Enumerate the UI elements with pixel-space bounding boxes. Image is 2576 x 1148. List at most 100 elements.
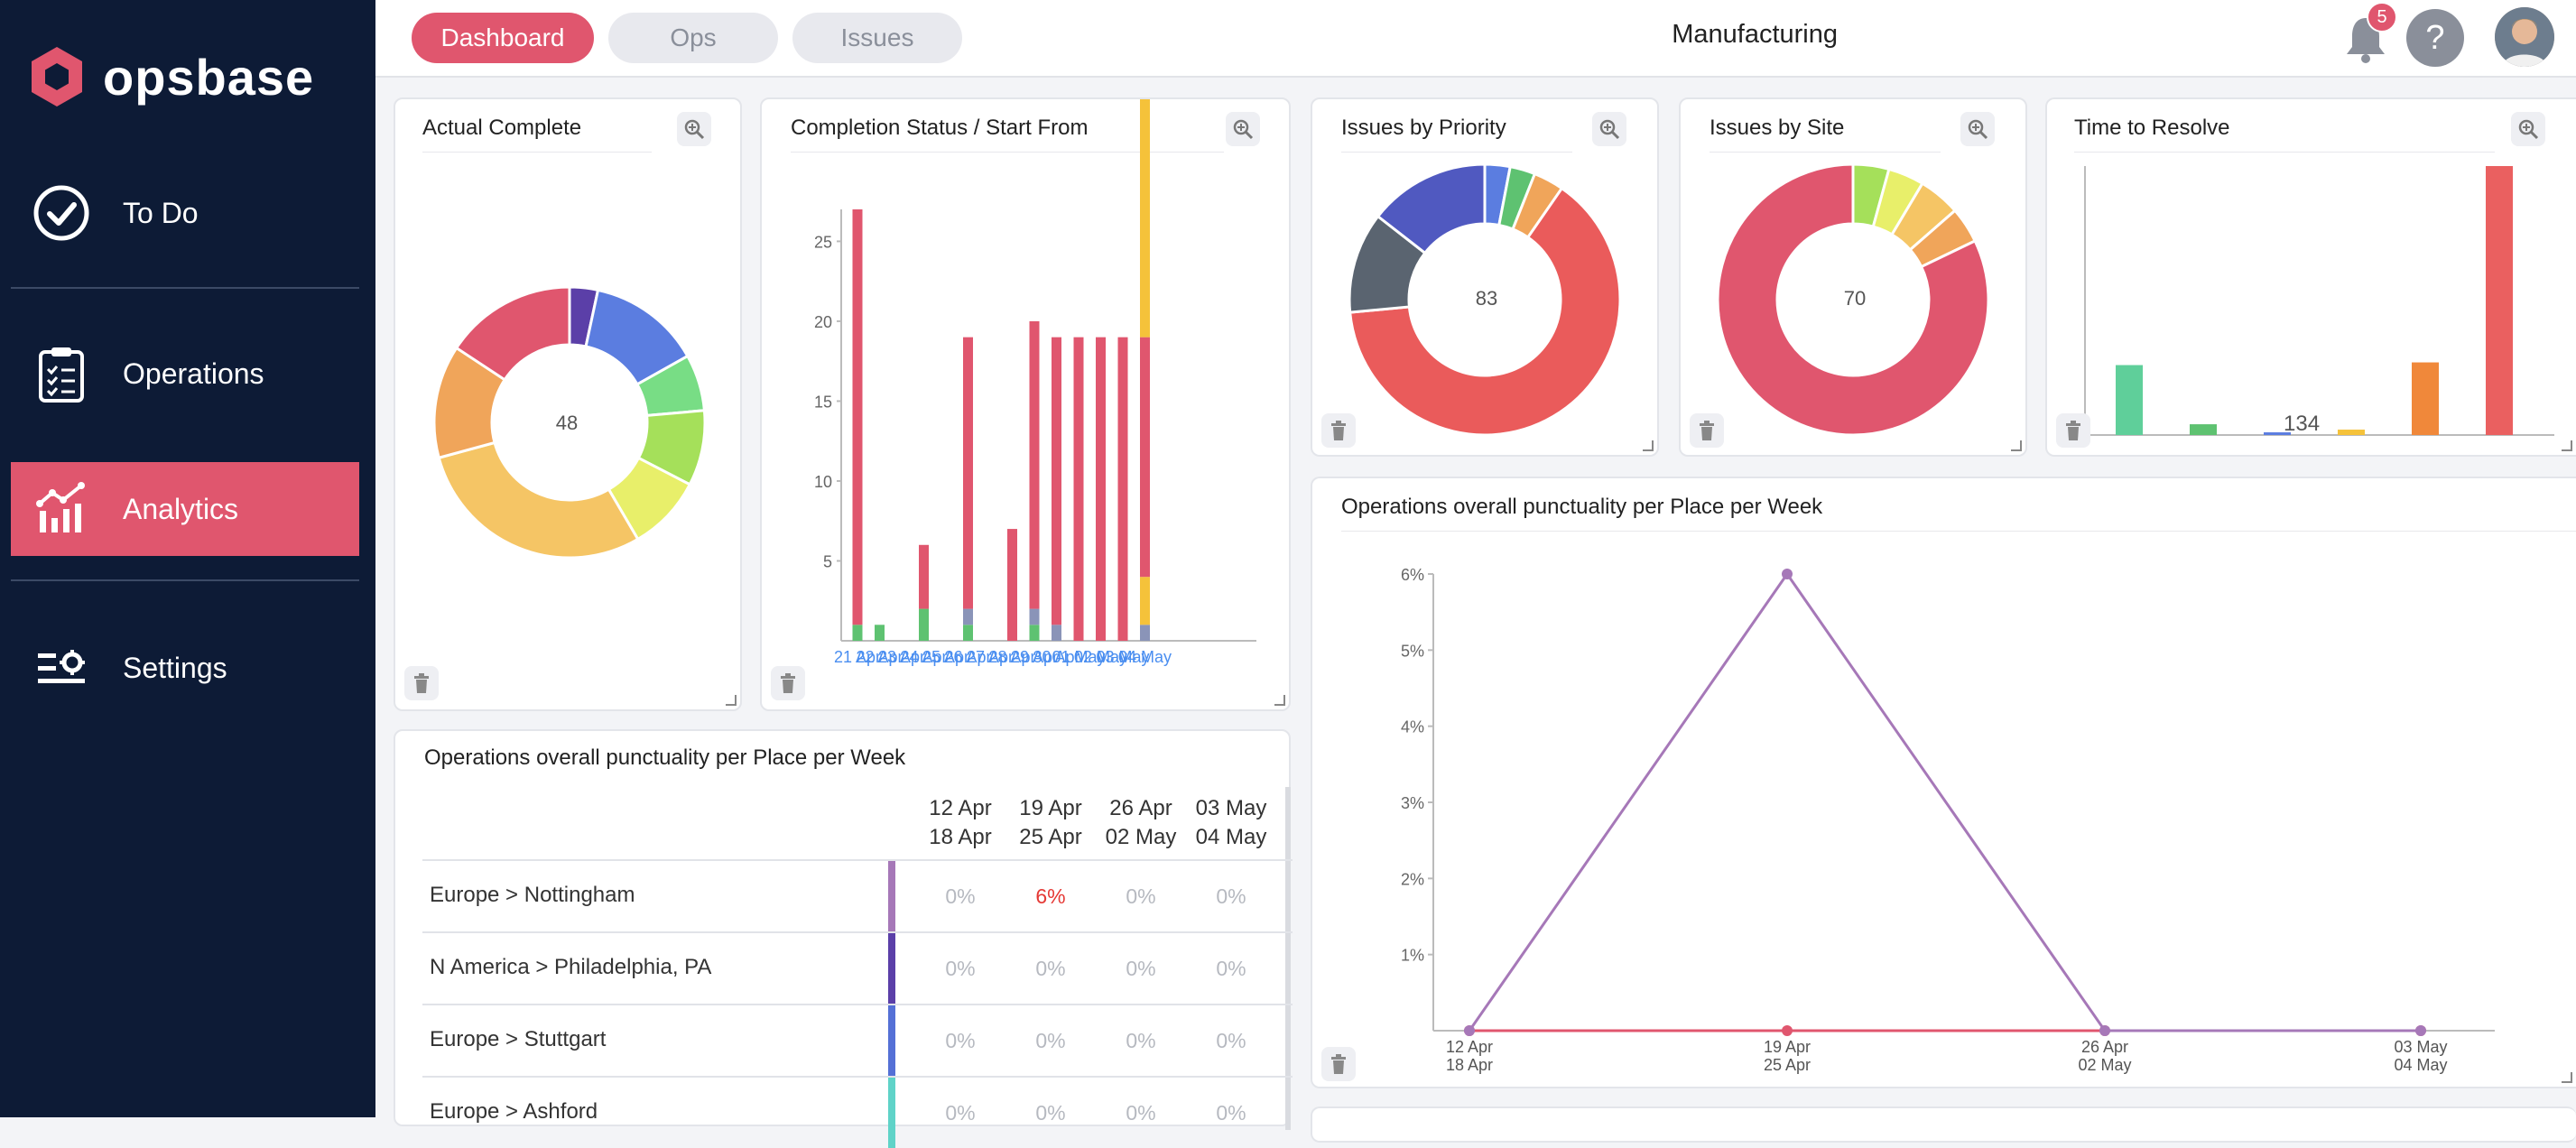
pie-slice [437, 440, 640, 560]
notifications-button[interactable]: 5 [2341, 2, 2397, 65]
card-title: Actual Complete [422, 116, 582, 140]
table-row[interactable]: N America > Philadelphia, PA 0% 0% 0% 0% [422, 931, 1293, 1004]
bar [1073, 337, 1084, 641]
card-partial [1311, 1106, 2576, 1143]
sidebar-item-todo[interactable]: To Do [11, 166, 359, 260]
pie-slice [1716, 162, 1990, 437]
x-tick-label: 18 Apr [1446, 1056, 1493, 1074]
sidebar: opsbase To Do Operations Analytics Setti… [0, 0, 375, 1117]
x-tick-label: 23 Apr [878, 648, 925, 666]
table-row[interactable]: Europe > Stuttgart 0% 0% 0% 0% [422, 1004, 1293, 1076]
bar [1117, 337, 1128, 641]
table-row[interactable]: Europe > Ashford 0% 0% 0% 0% [422, 1076, 1293, 1148]
clipboard-icon [31, 343, 92, 404]
zoom-in-icon[interactable] [2511, 112, 2545, 146]
data-point [2099, 1025, 2110, 1036]
card-title: Issues by Site [1710, 116, 1845, 140]
table-cell: 0% [1035, 1029, 1066, 1052]
bar [1029, 608, 1040, 625]
zoom-in-icon[interactable] [677, 112, 711, 146]
x-tick-label: 22 Apr [856, 648, 903, 666]
zoom-in-icon[interactable] [1592, 112, 1626, 146]
trash-icon[interactable] [404, 666, 439, 700]
sidebar-item-analytics[interactable]: Analytics [11, 462, 359, 556]
table-scrollbar[interactable] [1285, 787, 1291, 1130]
table-row[interactable]: Europe > Nottingham 0% 6% 0% 0% [422, 859, 1293, 931]
y-tick-label: 25 [814, 233, 832, 251]
sidebar-divider [11, 579, 359, 581]
bar [1029, 625, 1040, 641]
divider [1341, 152, 1572, 153]
trash-icon[interactable] [1321, 1047, 1356, 1081]
divider [2074, 152, 2495, 153]
resize-handle[interactable] [1274, 695, 1285, 706]
trash-icon[interactable] [771, 666, 805, 700]
help-button[interactable]: ? [2406, 9, 2464, 67]
tab-dashboard[interactable]: Dashboard [412, 13, 594, 63]
trash-icon[interactable] [1321, 413, 1356, 448]
trash-icon[interactable] [2056, 413, 2090, 448]
bar [2338, 430, 2365, 435]
table-cell: 0% [945, 957, 976, 980]
sidebar-item-operations[interactable]: Operations [11, 327, 359, 421]
y-tick-label: 15 [814, 393, 832, 411]
table-cell: 0% [945, 1101, 976, 1125]
sidebar-item-label: Operations [123, 356, 264, 390]
bar [2486, 166, 2513, 435]
bar [2190, 424, 2217, 435]
table-cell: 0% [945, 1029, 976, 1052]
x-tick-label: 12 Apr [1446, 1038, 1493, 1056]
bar [1140, 577, 1150, 625]
site-selector[interactable]: Manufacturing [1672, 20, 1838, 49]
opsbase-logo[interactable]: opsbase [29, 40, 314, 114]
bar [963, 337, 973, 609]
resize-handle[interactable] [726, 695, 737, 706]
y-tick-label: 5% [1401, 642, 1424, 660]
bar [963, 608, 973, 625]
donut-center-value: 48 [555, 412, 579, 434]
avatar[interactable] [2495, 7, 2554, 67]
x-tick-label: 25 Apr [1764, 1056, 1811, 1074]
sidebar-item-label: Settings [123, 651, 227, 684]
sidebar-item-settings[interactable]: Settings [11, 621, 359, 715]
x-tick-label: 21 Apr [834, 648, 881, 666]
table-cell: 0% [945, 884, 976, 908]
tab-issues[interactable]: Issues [792, 13, 962, 63]
series-line [1468, 571, 2421, 1032]
resize-handle[interactable] [1643, 440, 1654, 451]
bar [1140, 625, 1150, 641]
issues-by-site-donut-chart [1716, 162, 1990, 437]
trash-icon[interactable] [1690, 413, 1724, 448]
x-tick-label: 01 May [1052, 648, 1105, 666]
resize-handle[interactable] [2562, 1072, 2572, 1083]
place-color-bar [888, 1005, 895, 1076]
table-cell: 0% [1216, 1029, 1246, 1052]
card-title: Operations overall punctuality per Place… [1341, 495, 1823, 519]
donut-center-value: 83 [1475, 287, 1498, 310]
y-tick-label: 1% [1401, 947, 1424, 965]
bar [1140, 337, 1150, 578]
bar [963, 625, 973, 641]
bar [2116, 365, 2143, 435]
x-tick-label: 19 Apr [1764, 1038, 1811, 1056]
table-cell: 0% [1035, 1101, 1066, 1125]
pie-slice [1376, 162, 1487, 255]
bar [1029, 320, 1040, 609]
issues-by-priority-donut-chart [1348, 162, 1622, 437]
table-cell: 0% [1035, 957, 1066, 980]
card-title: Operations overall punctuality per Place… [424, 745, 906, 770]
bar [919, 544, 929, 609]
divider [422, 152, 652, 153]
zoom-in-icon[interactable] [1226, 112, 1260, 146]
table-cell: 6% [1035, 884, 1066, 908]
card-issues-by-priority: Issues by Priority 83 [1311, 97, 1659, 457]
zoom-in-icon[interactable] [1960, 112, 1995, 146]
resize-handle[interactable] [2562, 440, 2572, 451]
x-tick-label: 26 Apr [2081, 1038, 2128, 1056]
resize-handle[interactable] [2011, 440, 2022, 451]
app-name: opsbase [103, 48, 315, 106]
sidebar-item-label: To Do [123, 196, 199, 229]
x-tick-label: 28 Apr [988, 648, 1035, 666]
place-name: Europe > Stuttgart [430, 1027, 607, 1051]
tab-ops[interactable]: Ops [608, 13, 778, 63]
